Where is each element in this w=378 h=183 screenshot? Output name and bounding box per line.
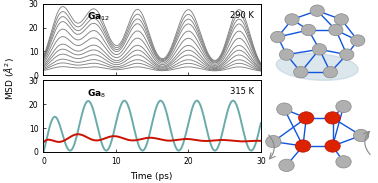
Text: 315 K: 315 K — [230, 87, 254, 96]
Circle shape — [340, 49, 354, 60]
Circle shape — [310, 5, 324, 16]
Circle shape — [325, 140, 340, 152]
Circle shape — [336, 156, 351, 168]
Circle shape — [295, 140, 311, 152]
Circle shape — [301, 24, 316, 36]
Circle shape — [279, 159, 294, 171]
Circle shape — [279, 49, 294, 60]
Circle shape — [271, 31, 285, 43]
Circle shape — [299, 112, 314, 124]
Circle shape — [312, 44, 327, 55]
Circle shape — [329, 24, 343, 36]
Text: Ga$_{8}$: Ga$_{8}$ — [87, 87, 106, 100]
Circle shape — [323, 66, 338, 78]
Text: Time (ps): Time (ps) — [130, 172, 172, 181]
Circle shape — [266, 135, 281, 148]
Text: 290 K: 290 K — [231, 11, 254, 20]
Text: Ga$_{12}$: Ga$_{12}$ — [87, 11, 110, 23]
Circle shape — [336, 100, 351, 113]
Circle shape — [285, 14, 299, 25]
Circle shape — [294, 66, 308, 78]
Circle shape — [277, 103, 292, 115]
Circle shape — [334, 14, 349, 25]
Circle shape — [353, 129, 369, 142]
Ellipse shape — [276, 53, 358, 80]
Circle shape — [325, 112, 340, 124]
Circle shape — [351, 35, 365, 46]
Text: MSD ($\AA^2$): MSD ($\AA^2$) — [2, 57, 17, 100]
